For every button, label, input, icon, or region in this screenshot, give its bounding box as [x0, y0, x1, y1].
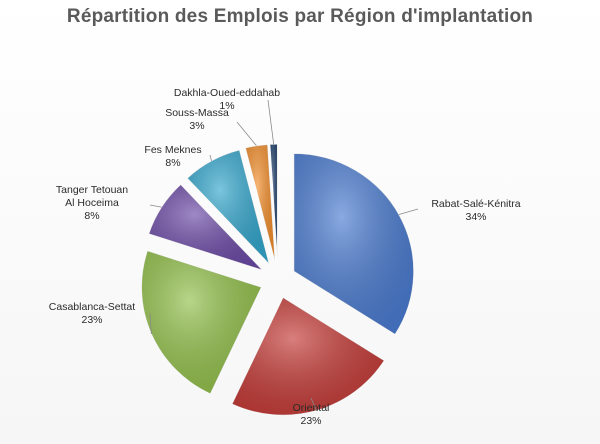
slice-label-1: Oriental 23%: [293, 402, 330, 427]
slice-percent-4: 8%: [165, 157, 180, 169]
slice-percent-3: 8%: [84, 210, 99, 222]
pie-slice-shade-2: [141, 250, 262, 394]
pie-slice-shade-6: [269, 144, 278, 263]
slice-label-3: Tanger Tetouan Al Hoceima 8%: [56, 184, 128, 222]
leader-line-3: [149, 204, 162, 208]
slice-label-5: Souss-Massa 3%: [165, 107, 229, 132]
chart-title: Répartition des Emplois par Région d'imp…: [66, 6, 534, 27]
slice-label-6: Dakhla-Oued-eddahab 1%: [174, 87, 280, 112]
slice-label-0: Rabat-Salé-Kénitra 34%: [431, 198, 520, 223]
slice-label-2: Casablanca-Settat 23%: [49, 301, 135, 326]
leader-line-4: [209, 154, 212, 161]
slice-percent-2: 23%: [81, 314, 102, 326]
leader-line-2: [149, 312, 152, 335]
leader-line-6: [267, 99, 275, 145]
pie-slice-shade-1: [231, 297, 385, 416]
slice-percent-1: 23%: [300, 415, 321, 427]
slice-percent-6: 1%: [219, 100, 234, 112]
pie-slice-shade-4: [187, 149, 270, 265]
pie-slice-shade-0: [293, 153, 414, 335]
leader-line-0: [398, 208, 419, 215]
pie-slice-shade-3: [148, 184, 263, 271]
slice-label-4: Fes Meknes 8%: [144, 144, 201, 169]
slice-percent-0: 34%: [465, 211, 486, 223]
slice-percent-5: 3%: [189, 120, 204, 132]
leader-line-5: [236, 121, 257, 146]
pie-slice-shade-5: [245, 144, 276, 263]
leader-line-1: [310, 397, 317, 411]
